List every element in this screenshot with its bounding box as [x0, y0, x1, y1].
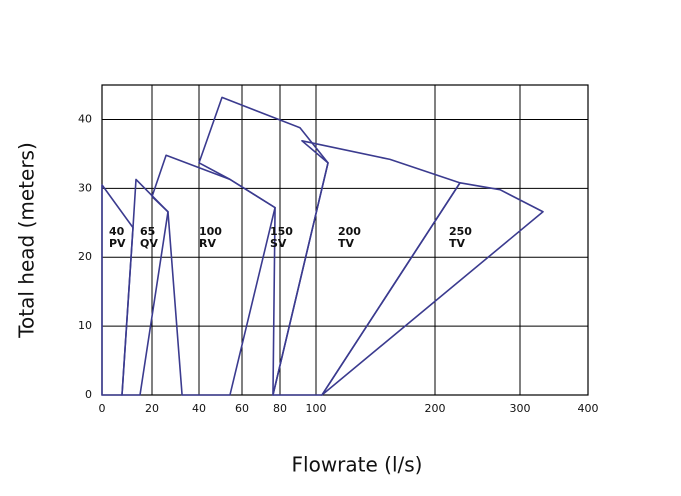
pump-region [321, 182, 544, 396]
y-tick-label: 40 [78, 112, 92, 125]
y-tick-label: 30 [78, 181, 92, 194]
x-tick-label: 60 [235, 402, 249, 415]
pump-region [198, 96, 329, 396]
y-tick-label: 0 [85, 388, 92, 401]
region-label: SV [270, 237, 287, 250]
pump-region [151, 154, 276, 396]
x-tick-label: 400 [578, 402, 599, 415]
region-label: 40 [109, 225, 125, 238]
x-tick-label: 80 [273, 402, 287, 415]
x-tick-label: 200 [425, 402, 446, 415]
x-axis-title: Flowrate (l/s) [292, 453, 423, 477]
region-label: TV [449, 237, 466, 250]
x-tick-label: 40 [192, 402, 206, 415]
x-tick-label: 100 [306, 402, 327, 415]
region-label: 200 [338, 225, 361, 238]
region-label: 250 [449, 225, 472, 238]
region-label: QV [140, 237, 158, 250]
region-label: 100 [199, 225, 222, 238]
region-label: PV [109, 237, 126, 250]
region-label: 65 [140, 225, 155, 238]
region-label: RV [199, 237, 216, 250]
region-label: TV [338, 237, 355, 250]
region-label: 150 [270, 225, 293, 238]
pump-region [272, 140, 461, 396]
x-tick-label: 0 [99, 402, 106, 415]
y-axis-title: Total head (meters) [15, 142, 39, 339]
pump-region [121, 178, 169, 396]
x-tick-label: 20 [145, 402, 159, 415]
x-tick-label: 300 [510, 402, 531, 415]
y-tick-label: 10 [78, 319, 92, 332]
y-tick-label: 20 [78, 250, 92, 263]
